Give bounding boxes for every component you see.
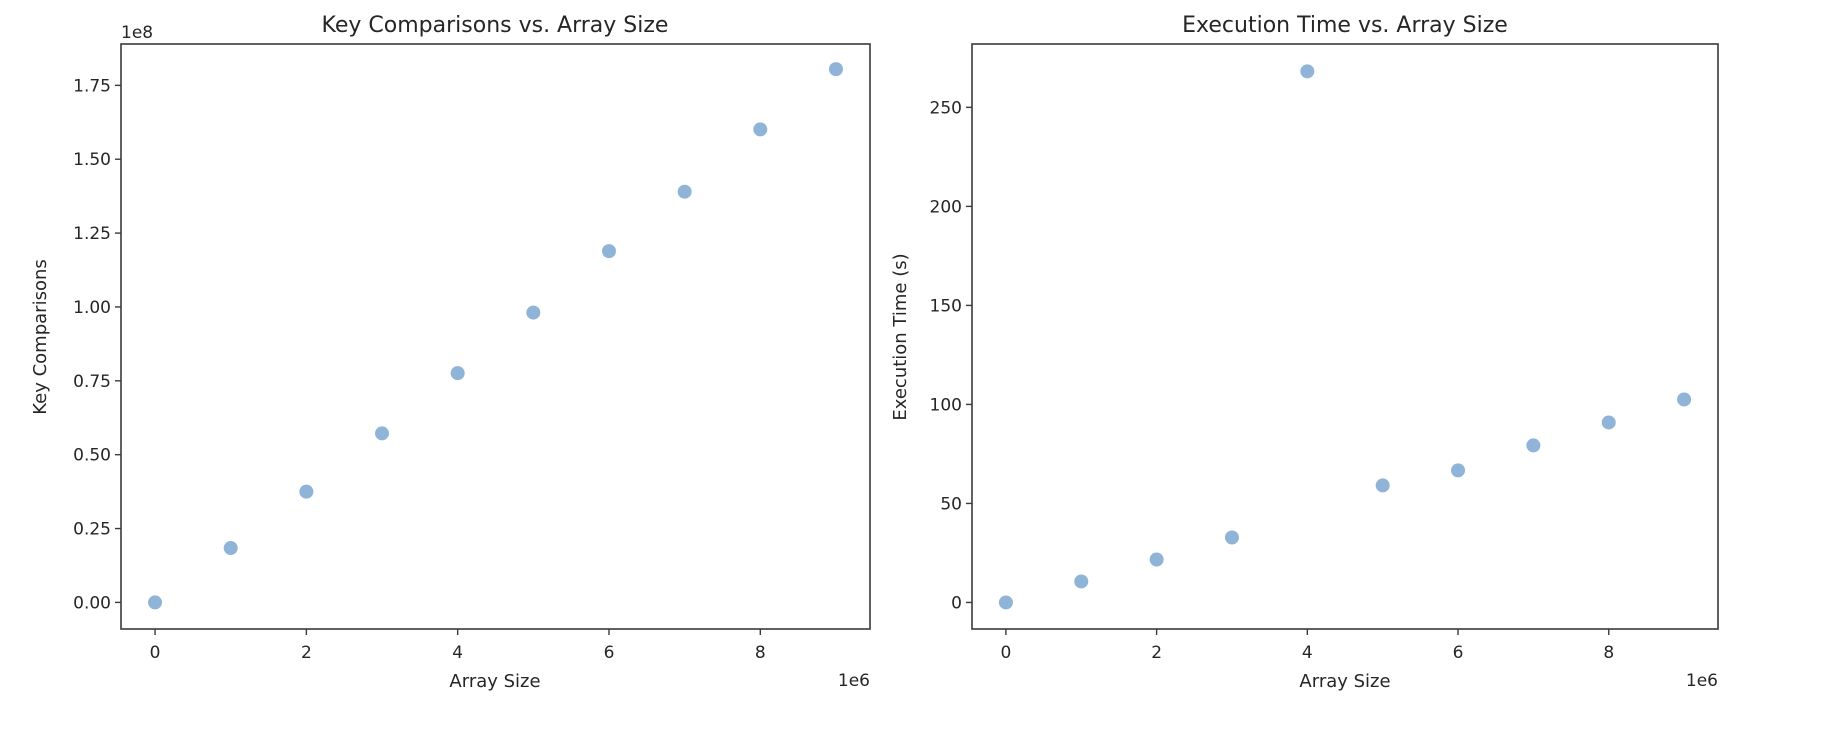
x-tick-label: 8	[755, 643, 766, 663]
data-point	[1677, 392, 1692, 407]
data-point	[375, 426, 390, 441]
x-tick-label: 2	[301, 643, 312, 663]
data-point	[1300, 64, 1315, 79]
y-axis-label: Key Comparisons	[30, 259, 51, 415]
y-axis-label: Execution Time (s)	[890, 253, 911, 420]
y-tick-label: 50	[940, 494, 962, 514]
data-point	[601, 244, 616, 259]
execution-time-plot: Execution Time vs. Array Size 0 50 100 150 2…	[890, 13, 1719, 692]
y-ticks: 0 50 100 150 200 250	[930, 98, 972, 613]
x-tick-label: 0	[150, 643, 161, 663]
x-tick-label: 4	[452, 643, 463, 663]
y-tick-label: 100	[930, 395, 962, 415]
axes-frame	[971, 43, 1719, 630]
data-point	[1526, 438, 1541, 453]
x-offset-label: 1e6	[838, 671, 870, 691]
y-tick-label: 150	[930, 296, 962, 316]
data-point	[1149, 552, 1164, 567]
y-offset-label: 1e8	[121, 23, 153, 43]
y-tick-label: 1.75	[73, 76, 111, 96]
x-ticks: 0 2 4 6 8	[150, 629, 766, 663]
y-tick-label: 0.25	[73, 520, 111, 540]
key-comparisons-plot: Key Comparisons vs. Array Size 1e8 0.000…	[30, 13, 871, 692]
data-point	[753, 122, 768, 137]
x-tick-label: 4	[1302, 643, 1313, 663]
data-point	[1451, 463, 1466, 478]
x-axis-label: Array Size	[449, 671, 540, 692]
data-point	[1601, 415, 1616, 430]
plot-title: Key Comparisons vs. Array Size	[322, 13, 669, 38]
data-point	[828, 62, 843, 77]
y-tick-label: 0.00	[73, 593, 111, 613]
data-point	[223, 541, 238, 556]
data-point	[450, 366, 465, 381]
y-tick-label: 0.75	[73, 372, 111, 392]
y-tick-label: 0.50	[73, 446, 111, 466]
data-point	[1375, 478, 1390, 493]
data-point	[148, 595, 163, 610]
x-tick-label: 6	[604, 643, 615, 663]
x-offset-label: 1e6	[1686, 671, 1718, 691]
y-tick-label: 1.25	[73, 224, 111, 244]
y-tick-label: 200	[930, 197, 962, 217]
data-point	[1074, 574, 1089, 589]
x-tick-label: 2	[1151, 643, 1162, 663]
data-point	[526, 305, 541, 320]
x-tick-label: 8	[1603, 643, 1614, 663]
data-point	[677, 184, 692, 199]
axes-frame	[120, 43, 871, 630]
x-tick-label: 0	[1000, 643, 1011, 663]
x-ticks: 0 2 4 6 8	[1000, 629, 1614, 663]
y-tick-label: 250	[930, 98, 962, 118]
y-tick-label: 1.50	[73, 150, 111, 170]
y-ticks: 0.00 0.25 0.50 0.75 1.00 1.25 1.50 1.75	[73, 76, 121, 613]
data-point	[998, 595, 1013, 610]
y-tick-label: 0	[951, 593, 962, 613]
data-point	[299, 484, 314, 499]
data-point	[1224, 530, 1239, 545]
x-axis-label: Array Size	[1299, 671, 1390, 692]
y-tick-label: 1.00	[73, 298, 111, 318]
scatter-points	[148, 62, 843, 610]
x-tick-label: 6	[1453, 643, 1464, 663]
plot-title: Execution Time vs. Array Size	[1182, 13, 1508, 38]
scatter-points	[998, 64, 1692, 610]
